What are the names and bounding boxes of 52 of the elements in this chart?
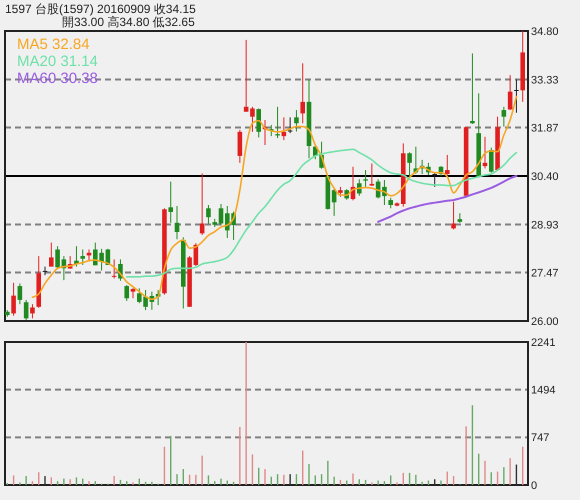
candlestick bbox=[206, 204, 211, 224]
candlestick bbox=[18, 282, 22, 305]
candlestick bbox=[49, 242, 54, 268]
candlestick bbox=[282, 116, 286, 141]
candlestick bbox=[432, 172, 438, 188]
candlestick bbox=[86, 248, 92, 261]
text: MA5 32.84 bbox=[17, 36, 90, 53]
candlestick bbox=[288, 116, 292, 134]
candlestick bbox=[112, 258, 116, 279]
candlestick bbox=[24, 299, 28, 321]
candlestick bbox=[30, 304, 35, 319]
y-tick-label: 33.33 bbox=[531, 74, 559, 86]
candlestick bbox=[338, 186, 343, 198]
y-tick-label: 28.93 bbox=[531, 219, 559, 232]
candlestick bbox=[256, 108, 262, 138]
y-tick-label: 31.87 bbox=[531, 122, 559, 134]
y-tick-label: 747 bbox=[531, 432, 550, 444]
line-series bbox=[377, 175, 518, 223]
candlestick bbox=[482, 136, 488, 169]
text: MA60 30.38 bbox=[17, 70, 98, 87]
candlestick bbox=[168, 181, 174, 224]
candlestick bbox=[444, 154, 450, 176]
candlestick bbox=[514, 78, 519, 114]
candlestick bbox=[332, 188, 336, 216]
candlestick bbox=[300, 62, 306, 124]
candlestick bbox=[136, 288, 142, 304]
candlestick bbox=[458, 212, 462, 224]
chart-title: 1597 台股(1597) 20160909 收34.15 bbox=[5, 2, 196, 16]
y-tick-label: 1494 bbox=[531, 384, 556, 397]
chart-subtitle: 開33.00 高34.80 低32.65 bbox=[62, 15, 196, 29]
text: MA20 31.14 bbox=[17, 53, 98, 70]
candlestick bbox=[388, 197, 394, 209]
candlestick bbox=[502, 106, 506, 128]
candlestick bbox=[80, 248, 86, 266]
candlestick bbox=[470, 52, 475, 124]
candlestick bbox=[200, 172, 204, 236]
y-tick-label: 27.47 bbox=[531, 267, 559, 280]
candlestick bbox=[11, 282, 16, 316]
candlestick bbox=[451, 201, 456, 230]
candlestick bbox=[130, 288, 136, 299]
y-tick-label: 34.80 bbox=[531, 26, 559, 38]
y-tick-label: 30.40 bbox=[531, 170, 559, 183]
y-tick-label: 26.00 bbox=[531, 316, 559, 328]
candlestick bbox=[370, 162, 374, 186]
y-tick-label: 0 bbox=[531, 480, 538, 492]
candlestick bbox=[294, 110, 299, 132]
candlestick bbox=[275, 106, 280, 139]
candlestick bbox=[124, 284, 130, 302]
candlestick bbox=[174, 205, 180, 240]
y-tick-label: 2241 bbox=[531, 336, 556, 349]
candlestick bbox=[508, 74, 512, 111]
candlestick bbox=[407, 152, 412, 176]
